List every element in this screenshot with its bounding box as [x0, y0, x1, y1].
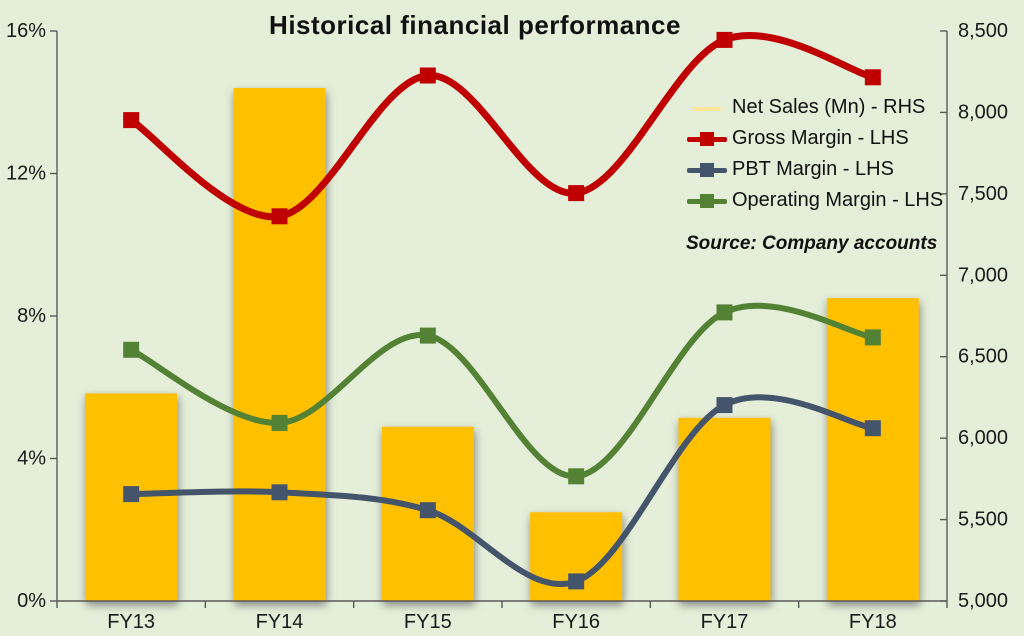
operating-margin-line-swatch-icon	[686, 191, 728, 211]
right-tick-label: 7,000	[958, 264, 1008, 286]
left-tick-label: 8%	[17, 305, 46, 327]
pbt-margin-line-swatch-icon	[686, 160, 728, 180]
chart-title: Historical financial performance	[269, 10, 681, 40]
marker-pbt-margin-lhs-fy14	[271, 484, 288, 501]
marker-pbt-margin-lhs-fy17	[716, 397, 733, 414]
marker-pbt-margin-lhs-fy18	[864, 420, 881, 437]
marker-gross-margin-lhs-fy17	[716, 31, 733, 48]
right-tick-label: 5,000	[958, 590, 1008, 612]
legend-label: Gross Margin - LHS	[732, 127, 909, 149]
legend-label: PBT Margin - LHS	[732, 158, 894, 180]
chart-legend: Net Sales (Mn) - RHS Gross Margin - LHS …	[686, 92, 986, 216]
legend-item-operating-margin: Operating Margin - LHS	[686, 185, 986, 216]
line-pbt-margin-lhs	[123, 394, 881, 590]
line-operating-margin-lhs	[123, 302, 881, 485]
right-tick-label: 5,500	[958, 509, 1008, 531]
x-category-label: FY15	[404, 611, 452, 633]
legend-item-net-sales: Net Sales (Mn) - RHS	[686, 92, 986, 123]
left-tick-label: 12%	[6, 163, 46, 185]
marker-pbt-margin-lhs-fy13	[123, 486, 140, 503]
legend-item-pbt-margin: PBT Margin - LHS	[686, 154, 986, 185]
marker-operating-margin-lhs-fy16	[568, 468, 585, 485]
x-category-label: FY17	[701, 611, 749, 633]
bar-fy14	[233, 88, 326, 601]
right-tick-label: 8,000	[958, 101, 1008, 123]
x-category-label: FY13	[107, 611, 155, 633]
axes-group	[50, 30, 948, 608]
marker-operating-margin-lhs-fy15	[419, 327, 436, 344]
bar-fy17	[678, 417, 771, 601]
bar-fy18	[826, 298, 919, 601]
right-tick-label: 6,500	[958, 346, 1008, 368]
marker-operating-margin-lhs-fy14	[271, 414, 288, 431]
marker-gross-margin-lhs-fy15	[419, 67, 436, 84]
gross-margin-line-swatch-icon	[686, 129, 728, 149]
marker-operating-margin-lhs-fy18	[864, 329, 881, 346]
marker-operating-margin-lhs-fy17	[716, 304, 733, 321]
legend-item-gross-margin: Gross Margin - LHS	[686, 123, 986, 154]
source-note: Source: Company accounts	[686, 233, 938, 254]
marker-operating-margin-lhs-fy13	[123, 341, 140, 358]
x-category-label: FY14	[256, 611, 304, 633]
right-tick-label: 8,500	[958, 20, 1008, 42]
bars-group	[85, 88, 919, 601]
right-tick-label: 7,500	[958, 183, 1008, 205]
x-category-label: FY16	[552, 611, 600, 633]
marker-gross-margin-lhs-fy14	[271, 208, 288, 225]
left-tick-label: 0%	[17, 590, 46, 612]
x-category-label: FY18	[849, 611, 897, 633]
marker-pbt-margin-lhs-fy15	[419, 502, 436, 519]
left-tick-label: 4%	[17, 448, 46, 470]
net-sales-line-swatch-icon	[686, 98, 728, 118]
marker-pbt-margin-lhs-fy16	[568, 573, 585, 590]
right-tick-label: 6,000	[958, 427, 1008, 449]
marker-gross-margin-lhs-fy13	[123, 112, 140, 129]
legend-label: Operating Margin - LHS	[732, 189, 944, 211]
line-gross-margin-lhs	[123, 31, 881, 225]
line-path-pbt-margin-lhs	[128, 394, 876, 587]
marker-gross-margin-lhs-fy18	[864, 69, 881, 86]
legend-label: Net Sales (Mn) - RHS	[732, 96, 926, 118]
marker-gross-margin-lhs-fy16	[568, 185, 585, 202]
left-tick-label: 16%	[6, 20, 46, 42]
